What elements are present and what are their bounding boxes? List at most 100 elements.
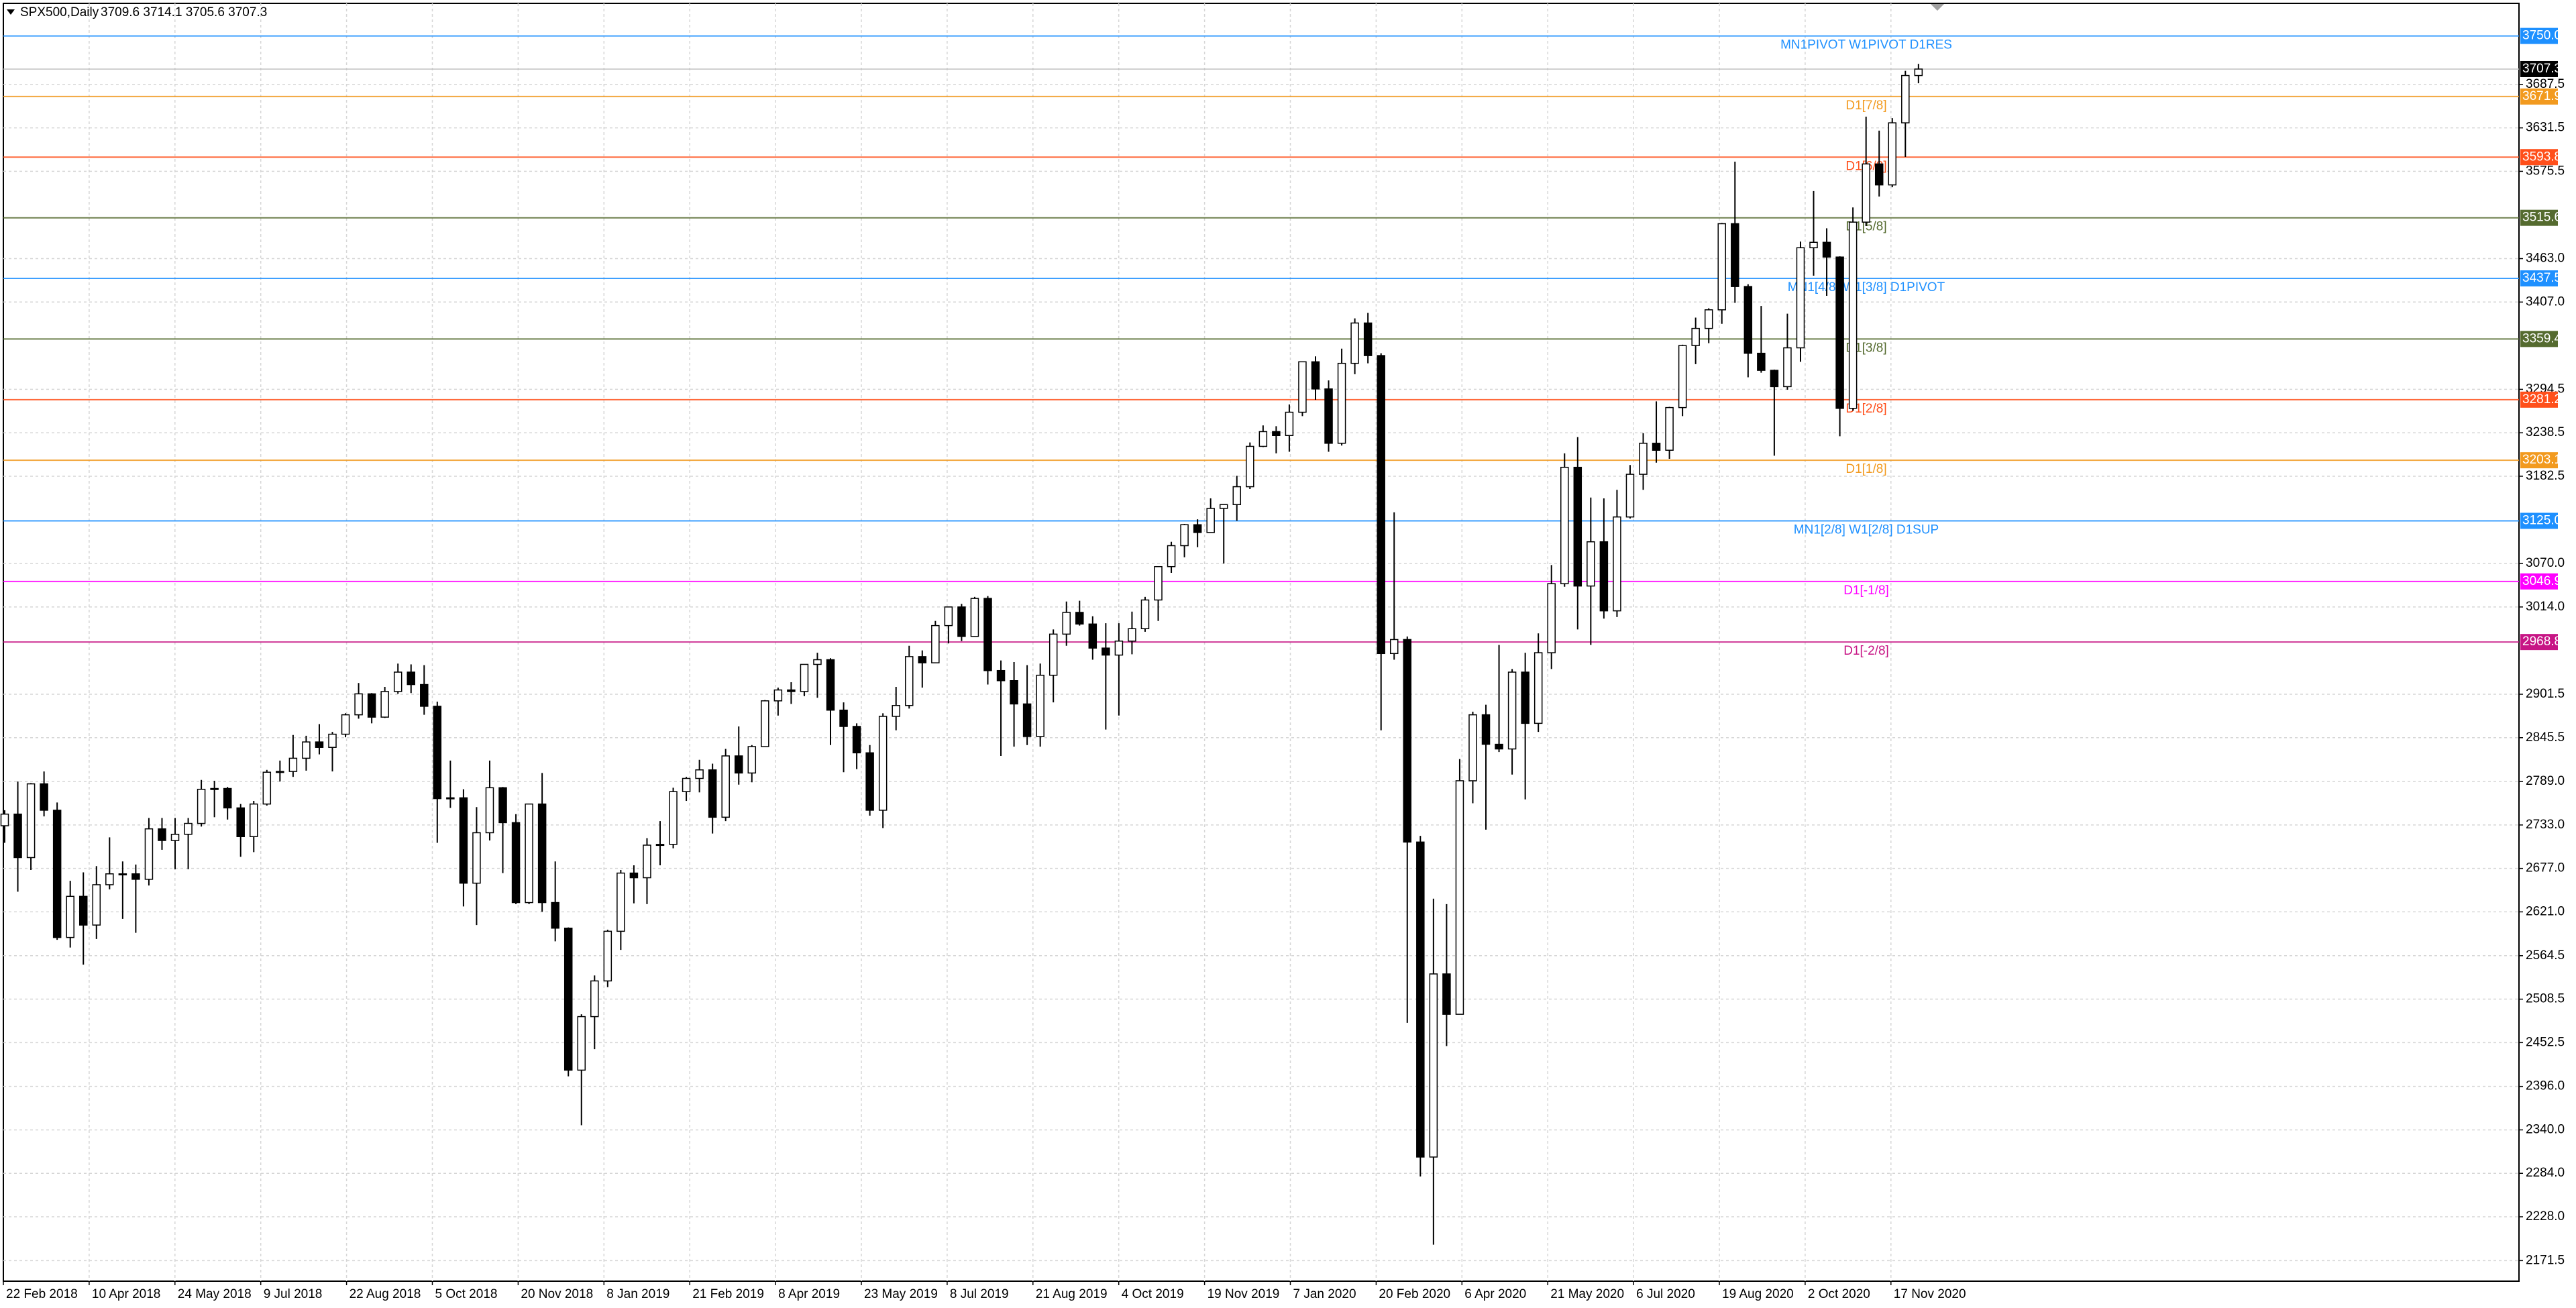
- candle-body: [1102, 647, 1110, 656]
- y-tick-label: 3407.0: [2526, 294, 2565, 309]
- candle-body: [236, 807, 245, 837]
- candle-body: [302, 741, 311, 759]
- candle-body: [1665, 406, 1674, 451]
- x-tick-label: 21 Aug 2019: [1036, 1287, 1108, 1301]
- candle-body: [485, 787, 494, 834]
- candle-body: [1140, 599, 1150, 630]
- candle-body: [446, 797, 455, 800]
- y-tick-label: 2564.5: [2526, 948, 2565, 963]
- candle-body: [708, 769, 717, 818]
- x-tick-label: 6 Apr 2020: [1464, 1287, 1526, 1301]
- candle-body: [197, 788, 206, 824]
- candle-body: [1652, 443, 1661, 451]
- candle-body: [629, 872, 639, 879]
- candle-body: [852, 726, 861, 754]
- candle-body: [0, 813, 9, 826]
- x-tick-label: 19 Aug 2020: [1722, 1287, 1794, 1301]
- y-tick-label: 2901.5: [2526, 687, 2565, 701]
- level-price-label: 3046.9: [2522, 574, 2561, 588]
- candle-body: [184, 822, 193, 835]
- candle-body: [1363, 322, 1373, 356]
- candle-body: [1521, 671, 1529, 724]
- candle-body: [1862, 163, 1870, 223]
- candle-body: [1743, 286, 1753, 354]
- candle-body: [773, 689, 783, 702]
- level-name: D1[7/8]: [1845, 99, 1886, 113]
- candle-body: [1534, 652, 1543, 724]
- candle-body: [367, 693, 376, 718]
- candle-body: [1298, 361, 1307, 413]
- candle-body: [66, 895, 74, 938]
- candle-body: [865, 752, 874, 811]
- candle-body: [1507, 671, 1517, 750]
- level-price-box: [2520, 28, 2558, 44]
- axis: 3687.53631.53575.53463.03407.03294.53238…: [3, 28, 2565, 1301]
- candle-body: [537, 803, 547, 904]
- level-name: D1[-2/8]: [1843, 644, 1889, 658]
- candle-body: [105, 873, 114, 885]
- candle-body: [144, 828, 154, 880]
- candle-body: [577, 1016, 586, 1071]
- symbol: SPX500,Daily: [20, 5, 99, 19]
- candle-body: [1442, 973, 1451, 1015]
- level-price-box: [2520, 270, 2558, 287]
- last-price-label: 3707.3: [2522, 62, 2561, 76]
- candle-body: [721, 755, 730, 818]
- candle-body: [1010, 680, 1018, 705]
- y-tick-label: 2284.0: [2526, 1166, 2565, 1180]
- candle-body: [813, 659, 822, 665]
- candle-body: [695, 769, 704, 779]
- y-tick-label: 3463.0: [2526, 252, 2565, 266]
- candle-body: [1691, 327, 1700, 346]
- candle-body: [210, 787, 219, 790]
- x-tick-label: 24 May 2018: [178, 1287, 252, 1301]
- x-tick-label: 23 May 2019: [864, 1287, 938, 1301]
- x-tick-label: 8 Jan 2019: [606, 1287, 669, 1301]
- candle-body: [1154, 565, 1163, 601]
- candles: [0, 64, 1923, 1245]
- candle-body: [459, 797, 468, 884]
- candle-body: [420, 684, 429, 707]
- y-tick-label: 2845.5: [2526, 730, 2565, 745]
- y-tick-label: 2228.0: [2526, 1209, 2565, 1223]
- y-tick-label: 2508.5: [2526, 992, 2565, 1006]
- candle-body: [1613, 516, 1621, 612]
- level-price-box: [2520, 452, 2558, 469]
- candle-body: [1888, 122, 1897, 186]
- candle-body: [40, 783, 48, 811]
- y-tick-label: 3575.5: [2526, 164, 2565, 178]
- x-tick-label: 7 Jan 2020: [1293, 1287, 1356, 1301]
- y-tick-label: 3631.5: [2526, 121, 2565, 135]
- last-price-box: [2520, 60, 2558, 77]
- candle-body: [328, 733, 337, 748]
- level-price-box: [2520, 634, 2558, 651]
- candle-body: [1350, 322, 1359, 364]
- y-tick-label: 2452.5: [2526, 1035, 2565, 1049]
- candle-body: [1809, 241, 1818, 249]
- level-price-label: 3359.4: [2522, 331, 2562, 345]
- candle-body: [1022, 703, 1032, 737]
- candle-body: [996, 669, 1006, 682]
- candle-body: [944, 606, 953, 626]
- candle-body: [1088, 623, 1097, 649]
- x-tick-label: 21 May 2020: [1550, 1287, 1624, 1301]
- candle-body: [1285, 411, 1294, 437]
- candle-body: [52, 810, 62, 938]
- candle-body: [276, 771, 284, 773]
- level-price-label: 3671.9: [2522, 89, 2561, 103]
- candle-body: [1429, 973, 1438, 1158]
- candle-body: [551, 902, 559, 929]
- candle-body: [393, 671, 402, 692]
- candle-body: [878, 716, 888, 811]
- candle-body: [1246, 445, 1254, 488]
- y-tick-label: 3182.5: [2526, 469, 2565, 483]
- candle-body: [1770, 370, 1779, 388]
- candle-body: [315, 741, 324, 748]
- y-tick-label: 2789.0: [2526, 774, 2565, 788]
- candle-body: [1796, 247, 1805, 349]
- candle-body: [92, 884, 101, 926]
- level-name: MN1PIVOT W1PIVOT D1RES: [1780, 38, 1952, 52]
- candle-body: [1874, 163, 1884, 186]
- candle-body: [1206, 508, 1215, 533]
